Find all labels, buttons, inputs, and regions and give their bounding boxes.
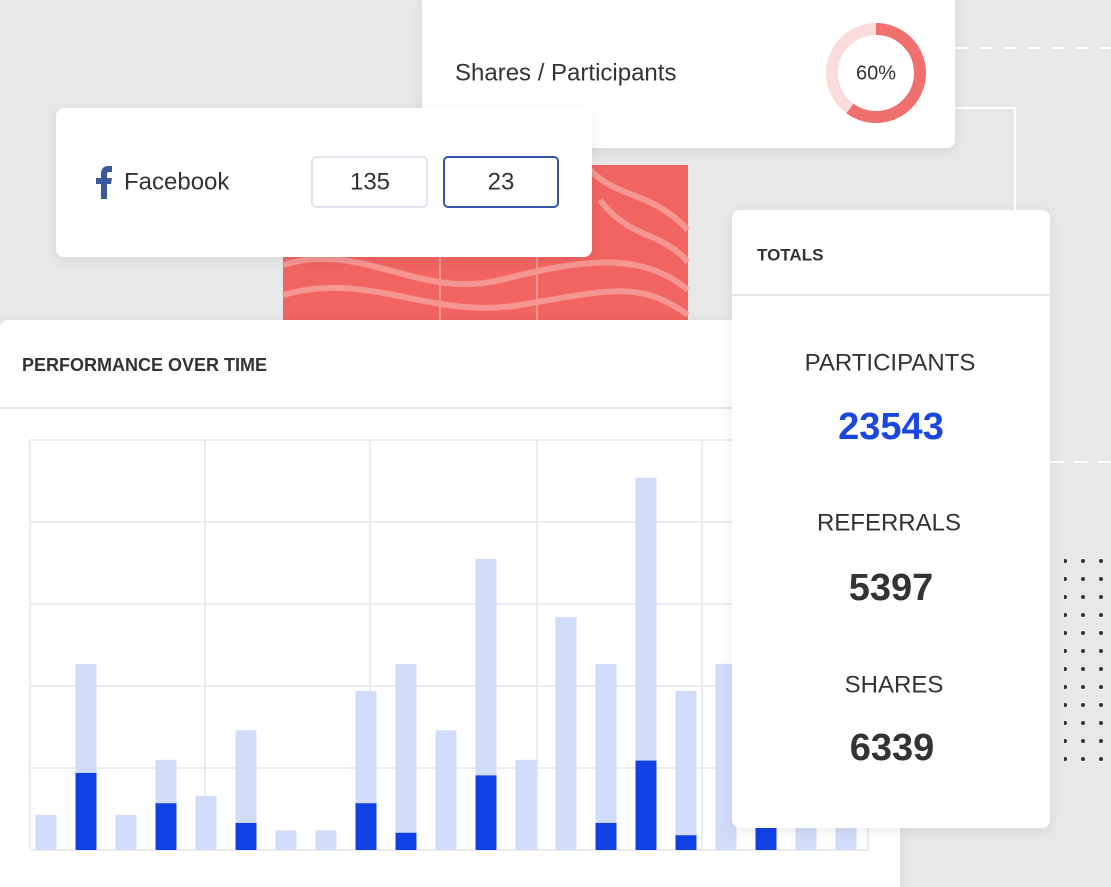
bar xyxy=(595,822,617,850)
participants-value: 23543 xyxy=(838,406,944,448)
bar xyxy=(635,760,657,850)
bar xyxy=(275,830,297,850)
shares-value: 6339 xyxy=(850,727,935,769)
bar xyxy=(355,803,377,850)
bar xyxy=(395,832,417,850)
bar xyxy=(235,822,257,850)
bar xyxy=(515,759,537,850)
bar xyxy=(115,814,137,850)
bar xyxy=(635,477,657,850)
bar xyxy=(195,795,217,850)
facebook-card: Facebook 135 23 xyxy=(56,108,592,257)
participants-label: PARTICIPANTS xyxy=(805,349,976,376)
facebook-label: Facebook xyxy=(124,168,230,195)
bar xyxy=(435,730,457,850)
ratio-value: 60% xyxy=(856,62,896,84)
bar xyxy=(475,775,497,850)
bar xyxy=(595,663,617,850)
bar xyxy=(715,663,737,850)
bar xyxy=(155,803,177,850)
chart-title: PERFORMANCE OVER TIME xyxy=(22,355,267,375)
bar xyxy=(35,814,57,850)
totals-card: TOTALS PARTICIPANTS 23543 REFERRALS 5397… xyxy=(732,210,1050,828)
referrals-value: 5397 xyxy=(849,567,934,609)
performance-card: PERFORMANCE OVER TIME xyxy=(0,320,900,887)
facebook-second: 23 xyxy=(488,168,515,195)
donut-arc xyxy=(826,23,926,123)
bar xyxy=(75,772,97,850)
input-box[interactable] xyxy=(443,156,559,208)
input-box[interactable] xyxy=(311,156,428,208)
bar xyxy=(315,830,337,850)
bar xyxy=(235,730,257,850)
facebook-first: 135 xyxy=(350,168,390,195)
facebook-icon xyxy=(96,166,112,199)
bar xyxy=(395,663,417,850)
bar xyxy=(555,617,577,850)
card xyxy=(732,210,1050,828)
shares-label: SHARES xyxy=(845,671,944,698)
ratio-label: Shares / Participants xyxy=(455,59,676,86)
totals-title: TOTALS xyxy=(757,245,823,264)
bar xyxy=(675,835,697,850)
plot xyxy=(30,439,868,851)
bar xyxy=(675,690,697,850)
referrals-label: REFERRALS xyxy=(817,509,961,536)
